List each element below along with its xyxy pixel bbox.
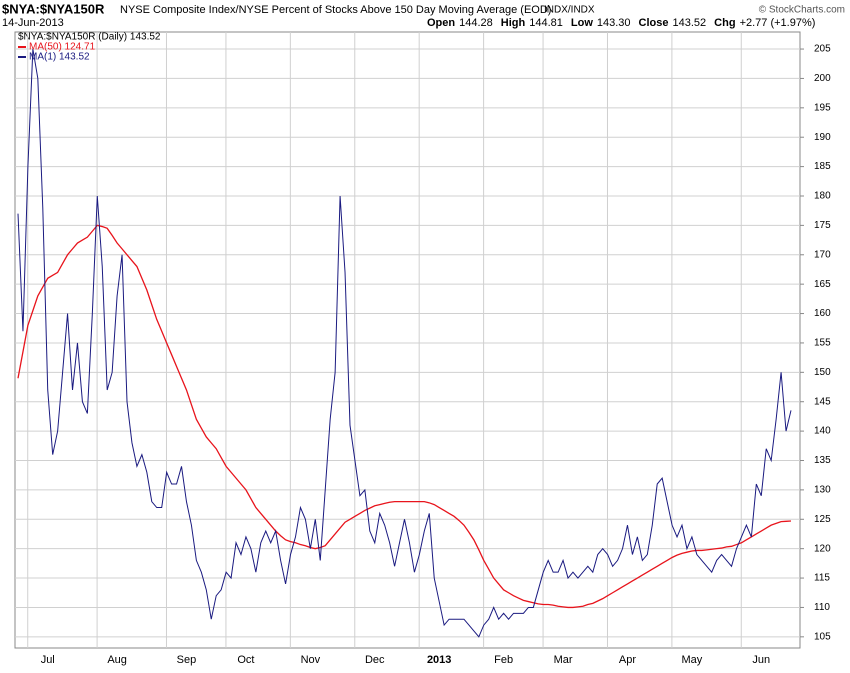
quote-label: Chg (714, 17, 735, 29)
date: 14-Jun-2013 (2, 17, 64, 29)
x-tick-label: Mar (554, 654, 573, 666)
y-tick-label: 170 (814, 249, 831, 260)
quote-value: 144.28 (459, 17, 493, 29)
y-tick-label: 135 (814, 455, 831, 466)
x-tick-label: May (682, 654, 703, 666)
quote-label: High (501, 17, 526, 29)
plot-frame (14, 31, 801, 649)
legend-price: $NYA:$NYA150R (Daily) 143.52 (18, 32, 161, 43)
chart-subtitle: NYSE Composite Index/NYSE Percent of Sto… (120, 4, 551, 16)
quote-value: +2.77 (+1.97%) (740, 17, 816, 29)
x-tick-label: Oct (237, 654, 254, 666)
y-tick-label: 190 (814, 132, 831, 143)
quote-value: 144.81 (529, 17, 563, 29)
y-tick-label: 120 (814, 543, 831, 554)
chart-title: $NYA:$NYA150R (2, 1, 105, 16)
y-tick-label: 145 (814, 396, 831, 407)
y-tick-label: 110 (814, 602, 830, 613)
series-line (17, 224, 792, 609)
x-tick-label: Dec (365, 654, 385, 666)
legend-label: MA(50) 124.71 (29, 42, 96, 53)
y-tick-label: 200 (814, 73, 831, 84)
y-tick-label: 185 (814, 161, 831, 172)
x-tick-label: Jul (41, 654, 55, 666)
quote-label: Low (571, 17, 593, 29)
y-tick-label: 105 (814, 631, 831, 642)
exchange: INDX/INDX (544, 5, 595, 16)
y-tick-label: 155 (814, 338, 831, 349)
x-tick-label: Feb (494, 654, 513, 666)
y-tick-label: 160 (814, 308, 831, 319)
x-tick-label: Sep (177, 654, 197, 666)
quote-value: 143.30 (597, 17, 631, 29)
y-tick-label: 115 (814, 573, 830, 584)
y-tick-label: 125 (814, 514, 831, 525)
y-tick-label: 140 (814, 426, 831, 437)
legend-label: MA(1) 143.52 (29, 52, 90, 63)
y-tick-label: 165 (814, 279, 831, 290)
x-tick-label: Jun (752, 654, 770, 666)
series-line (17, 48, 792, 638)
quote-value: 143.52 (673, 17, 707, 29)
x-tick-label: Aug (107, 654, 127, 666)
y-tick-label: 150 (814, 367, 831, 378)
y-tick-label: 205 (814, 44, 831, 55)
y-tick-label: 195 (814, 102, 831, 113)
quote-label: Open (427, 17, 455, 29)
y-tick-label: 175 (814, 220, 831, 231)
credit: © StockCharts.com (759, 5, 845, 16)
y-tick-label: 130 (814, 485, 831, 496)
x-tick-label: 2013 (427, 654, 451, 666)
y-tick-label: 180 (814, 191, 831, 202)
quote-label: Close (639, 17, 669, 29)
x-tick-label: Apr (619, 654, 636, 666)
x-tick-label: Nov (301, 654, 321, 666)
quote: Open 144.28 High 144.81 Low 143.30 Close 143.52… (427, 17, 815, 29)
